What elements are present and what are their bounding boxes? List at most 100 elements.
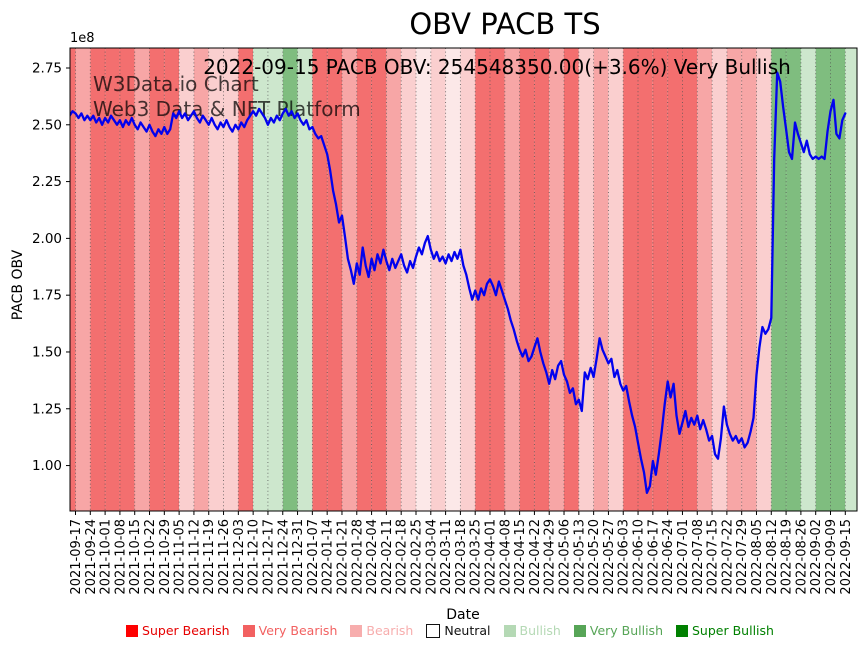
sentiment-band [564,48,579,511]
y-tick-label: 2.25 [32,174,62,190]
x-tick-label: 2021-09-17 [69,519,84,595]
legend-item: Super Bearish [126,620,230,642]
y-axis-label: PACB OBV [10,249,26,320]
sentiment-band [149,48,165,511]
legend-swatch [350,625,363,637]
x-tick-label: 2022-06-03 [617,519,632,595]
sentiment-band [800,48,816,511]
sentiment-band [193,48,209,511]
legend-swatch [126,625,139,637]
x-tick-label: 2021-09-24 [84,519,99,595]
x-tick-label: 2022-05-20 [587,519,602,595]
sentiment-band [682,48,698,511]
sentiment-band [70,48,76,511]
chart-title: OBV PACB TS [409,7,600,41]
x-tick-label: 2021-10-08 [113,519,128,595]
x-tick-label: 2022-01-14 [321,519,336,595]
legend-item: Very Bullish [573,620,663,642]
legend-swatch [426,624,441,638]
x-tick-label: 2022-09-09 [824,519,839,595]
sentiment-band [238,48,254,511]
x-tick-label: 2022-03-18 [454,519,469,595]
x-tick-label: 2021-12-24 [276,519,291,595]
sentiment-band [756,48,772,511]
y-offset-label: 1e8 [70,31,95,46]
legend: Super Bearish Very Bearish Bearish Neutral B… [70,620,830,642]
sentiment-band [297,48,313,511]
sentiment-band [208,48,224,511]
legend-swatch [503,625,516,637]
x-tick-label: 2022-08-26 [794,519,809,595]
sentiment-band [90,48,106,511]
legend-swatch [573,625,586,637]
y-tick-label: 1.00 [32,458,62,474]
sentiment-band [327,48,342,511]
sentiment-band [371,48,387,511]
legend-label: Very Bearish [258,623,338,638]
x-tick-label: 2022-02-18 [395,519,410,595]
x-tick-label: 2022-01-21 [335,519,350,595]
x-tick-label: 2021-11-05 [173,519,188,595]
sentiment-band [534,48,550,511]
sentiment-band [504,48,520,511]
legend-item: Bearish [350,620,413,642]
watermark-line2: Web3 Data & NFT Platform [93,97,361,121]
sentiment-band [386,48,402,511]
sentiment-band [164,48,180,511]
x-tick-label: 2022-07-15 [706,519,721,595]
x-tick-label: 2022-05-13 [572,519,587,595]
x-tick-label: 2022-07-01 [676,519,691,595]
x-tick-label: 2021-10-15 [128,519,143,595]
x-tick-label: 2022-06-10 [632,519,647,595]
sentiment-band [697,48,713,511]
sentiment-band [726,48,742,511]
sentiment-band [282,48,298,511]
x-tick-label: 2022-09-15 [839,519,854,595]
sentiment-band [430,48,446,511]
x-tick-label: 2022-02-25 [409,519,424,595]
x-tick-label: 2022-08-12 [765,519,780,595]
x-tick-label: 2021-11-26 [217,519,232,595]
sentiment-band [342,48,357,511]
x-tick-label: 2022-06-24 [661,519,676,595]
y-tick-label: 2.00 [32,231,62,247]
x-tick-label: 2021-10-22 [143,519,158,595]
x-tick-label: 2022-07-29 [735,519,750,595]
sentiment-band [712,48,727,511]
y-ticks: 1.00 1.25 1.50 1.75 2.00 2.25 2.50 2.75 [32,60,70,474]
watermark-line1: W3Data.io Chart [93,72,259,96]
sentiment-band [830,48,846,511]
x-tick-label: 2022-08-19 [780,519,795,595]
x-tick-label: 2022-06-17 [646,519,661,595]
x-tick-label: 2022-09-02 [809,519,824,595]
x-tick-label: 2021-12-17 [261,519,276,595]
sentiment-band [786,48,801,511]
sentiment-band [134,48,150,511]
sentiment-band [549,48,564,511]
sentiment-band [356,48,372,511]
x-tick-label: 2022-07-22 [720,519,735,595]
x-tick-label: 2022-02-11 [380,519,395,595]
x-tick-label: 2022-03-11 [439,519,454,595]
x-tick-label: 2022-04-01 [484,519,499,595]
chart-annotation: 2022-09-15 PACB OBV: 254548350.00(+3.6%)… [203,55,791,79]
legend-item: Super Bullish [676,620,774,642]
legend-label: Very Bullish [589,623,663,638]
legend-label: Super Bullish [692,623,774,638]
x-axis-label: Date [446,607,479,623]
x-tick-label: 2022-07-08 [691,519,706,595]
sentiment-band [223,48,239,511]
sentiment-band [845,48,857,511]
x-tick-label: 2022-02-04 [365,519,380,595]
sentiment-band [578,48,594,511]
sentiment-band [638,48,653,511]
x-tick-label: 2021-10-01 [99,519,114,595]
sentiment-band [445,48,461,511]
x-tick-label: 2022-03-04 [424,519,439,595]
x-tick-label: 2021-11-19 [202,519,217,595]
sentiment-band [490,48,505,511]
x-ticks: 2021-09-17 2021-09-24 2021-10-01 2021-10-08… [69,511,854,595]
x-tick-label: 2022-04-15 [513,519,528,595]
x-tick-label: 2021-12-10 [247,519,262,595]
